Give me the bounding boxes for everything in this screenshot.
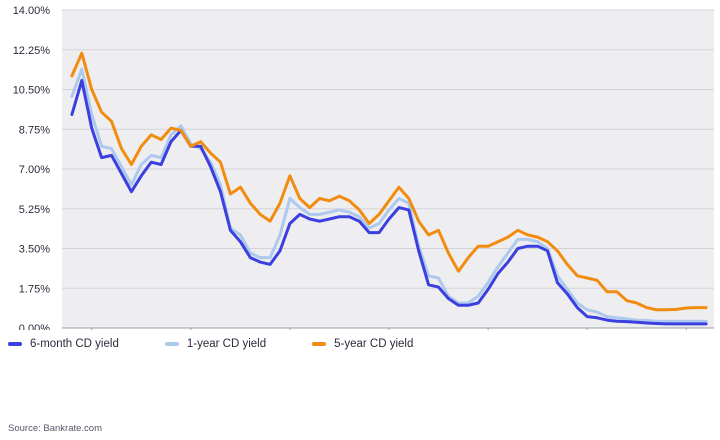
legend-item-5-year: 5-year CD yield — [312, 338, 413, 350]
series-lines — [70, 51, 708, 326]
legend-swatch-6-month — [8, 342, 22, 346]
x-axis-ticks: 1985199019952000200520102015 — [91, 328, 687, 330]
series-line-6-month-cd-yield — [70, 78, 708, 326]
legend-swatch-5-year — [312, 342, 327, 346]
legend-label-1-year: 1-year CD yield — [186, 338, 267, 350]
y-tick-label: 7.00% — [19, 164, 50, 176]
y-tick-label: 1.75% — [19, 283, 50, 295]
legend: 6-month CD yield 1-year CD yield 5-year … — [8, 338, 459, 350]
legend-item-1-year: 1-year CD yield — [164, 338, 267, 350]
y-tick-label: 5.25% — [19, 204, 50, 216]
series-line-5-year-cd-yield — [70, 51, 708, 312]
y-tick-label: 12.25% — [13, 45, 51, 57]
y-tick-label: 10.50% — [13, 85, 51, 97]
y-tick-label: 0.00% — [19, 323, 50, 330]
legend-label-5-year: 5-year CD yield — [334, 338, 414, 350]
y-tick-label: 14.00% — [13, 5, 51, 17]
y-tick-label: 8.75% — [19, 124, 50, 136]
gridlines — [62, 9, 714, 329]
legend-label-6-month: 6-month CD yield — [30, 338, 119, 350]
cd-yield-line-chart: 0.00% 1.75% 3.50% 5.25% 7.00% 8.75% 10.50% 12.2… — [13, 5, 714, 330]
y-axis-ticks: 0.00% 1.75% 3.50% 5.25% 7.00% 8.75% 10.50% 12.2… — [13, 5, 51, 330]
legend-item-6-month: 6-month CD yield — [8, 338, 119, 350]
legend-swatch-1-year — [164, 342, 179, 346]
y-tick-label: 3.50% — [19, 244, 50, 256]
source-note: Source: Bankrate.com — [8, 423, 102, 434]
